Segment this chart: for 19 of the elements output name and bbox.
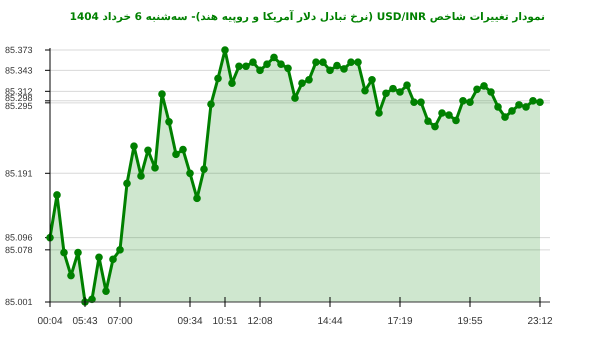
x-tick-label: 07:00: [107, 316, 133, 327]
x-tick-label: 12:08: [247, 316, 273, 327]
y-tick-label: 85.078: [5, 244, 33, 255]
y-tick-label: 85.373: [5, 45, 33, 55]
x-tick-label: 17:19: [387, 316, 413, 327]
x-tick-label: 00:04: [37, 316, 63, 327]
x-tick-label: 05:43: [72, 316, 98, 327]
y-tick-label: 85.096: [5, 232, 33, 243]
x-tick-label: 10:51: [212, 316, 238, 327]
x-tick-label: 19:55: [457, 316, 483, 327]
y-tick-label: 85.343: [5, 65, 33, 76]
x-tick-label: 23:12: [527, 316, 553, 327]
y-tick-label: 85.312: [5, 86, 33, 96]
x-tick-label: 09:34: [177, 316, 203, 327]
y-tick-label: 85.295: [5, 100, 33, 111]
x-tick-label: 14:44: [317, 316, 343, 327]
y-tick-label: 85.191: [5, 168, 33, 178]
chart-title: نمودار تغییرات شاخص USD/INR (نرخ تبادل دلار آمریکا و روپیه هند)- سه‌شنبه 6 خرداد 1404: [70, 9, 546, 23]
y-tick-label: 85.001: [5, 297, 33, 307]
